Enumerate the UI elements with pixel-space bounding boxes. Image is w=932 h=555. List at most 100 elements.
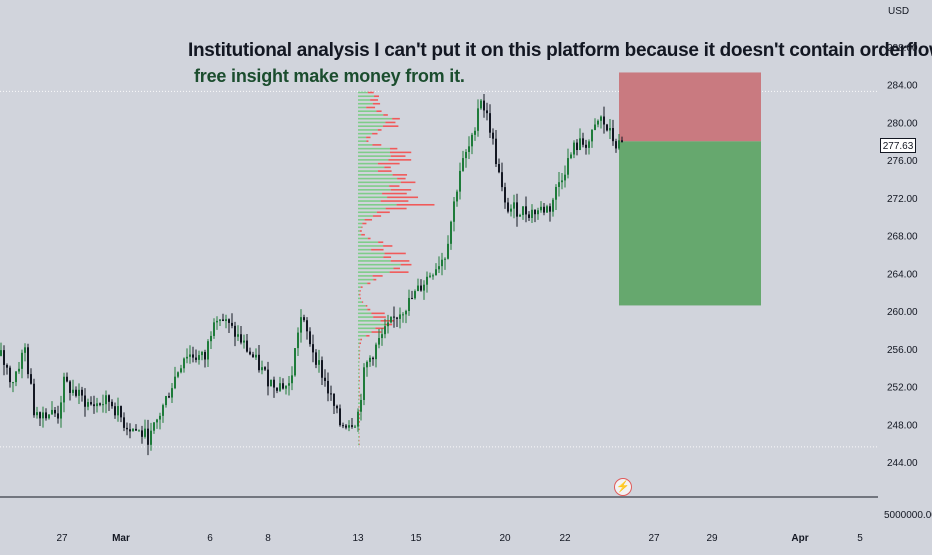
candle-body <box>18 369 20 372</box>
profile-bar-down <box>383 245 392 247</box>
annotation-line-1[interactable]: Institutional analysis I can't put it on… <box>188 40 932 62</box>
profile-bar-down <box>359 414 360 416</box>
candle-body <box>573 143 575 155</box>
profile-bar-down <box>360 339 362 341</box>
candle-body <box>402 314 404 315</box>
candle-body <box>360 400 362 412</box>
candle-body <box>339 408 341 425</box>
candle-body <box>615 141 617 148</box>
candle-body <box>153 422 155 430</box>
profile-bar-down <box>391 260 410 262</box>
profile-bar-up <box>358 253 385 255</box>
candle-body <box>159 416 161 420</box>
x-tick-9: 29 <box>706 533 718 544</box>
candle-body <box>183 358 185 368</box>
candle-body <box>60 402 62 418</box>
candle-body <box>42 412 44 418</box>
profile-bar-down <box>372 331 382 333</box>
profile-bar-up <box>358 245 383 247</box>
candle-body <box>108 395 110 402</box>
profile-bar-up <box>358 406 359 408</box>
candle-body <box>90 402 92 404</box>
profile-bar-down <box>359 421 360 423</box>
candle-body <box>168 396 170 397</box>
candle-body <box>597 121 599 125</box>
candle-body <box>21 353 23 369</box>
profile-bar-down <box>378 170 392 172</box>
candle-body <box>84 396 86 407</box>
candle-body <box>543 207 545 213</box>
candle-body <box>285 386 287 389</box>
annotation-line-2[interactable]: free insight make money from it. <box>194 66 465 87</box>
candle-body <box>258 355 260 370</box>
candle-body <box>378 338 380 345</box>
candle-body <box>333 394 335 406</box>
candle-body <box>537 210 539 214</box>
candle-body <box>87 402 89 407</box>
profile-bar-up <box>358 170 378 172</box>
profile-bar-down <box>366 107 375 109</box>
candle-body <box>12 382 14 383</box>
candle-body <box>399 314 401 318</box>
profile-bar-down <box>378 163 400 165</box>
candle-body <box>468 146 470 152</box>
profile-bar-down <box>360 350 361 352</box>
candle-body <box>279 383 281 391</box>
profile-bar-down <box>359 399 360 401</box>
profile-bar-down <box>370 99 378 101</box>
profile-bar-up <box>358 271 390 273</box>
candle-body <box>405 311 407 314</box>
profile-bar-up <box>358 133 372 135</box>
candle-body <box>198 355 200 360</box>
candle-body <box>63 377 65 403</box>
x-tick-11: 5 <box>857 533 863 544</box>
profile-bar-up <box>358 339 360 341</box>
profile-bar-up <box>358 387 359 389</box>
candle-body <box>375 345 377 360</box>
candle-body <box>498 164 500 172</box>
profile-bar-down <box>359 387 360 389</box>
candle-body <box>447 244 449 259</box>
profile-bar-up <box>358 204 397 206</box>
profile-bar-up <box>358 256 383 258</box>
candle-body <box>96 403 98 406</box>
profile-bar-up <box>358 264 401 266</box>
y-tick-5: 268.00 <box>887 232 918 243</box>
profile-bar-up <box>358 354 359 356</box>
lightning-icon[interactable]: ⚡ <box>614 478 632 496</box>
profile-bar-down <box>368 92 374 94</box>
profile-bar-down <box>385 122 395 124</box>
profile-bar-down <box>372 133 377 135</box>
candle-body <box>9 368 11 382</box>
candle-body <box>69 381 71 392</box>
profile-bar-down <box>359 395 360 397</box>
profile-bar-down <box>384 167 390 169</box>
price-axis: 288.00284.00280.00276.00272.00268.00264.… <box>0 43 918 497</box>
candle-body <box>342 425 344 426</box>
candle-body <box>276 388 278 391</box>
candle-body <box>186 357 188 359</box>
profile-bar-down <box>388 159 411 161</box>
profile-bar-up <box>358 279 373 281</box>
candle-body <box>441 260 443 266</box>
profile-bar-down <box>359 346 360 348</box>
profile-bar-down <box>378 129 382 131</box>
candle-body <box>240 334 242 342</box>
volume-scale-label: 5000000.00 <box>884 510 932 521</box>
candle-body <box>435 269 437 275</box>
profile-bar-up <box>358 193 382 195</box>
candle-body <box>423 285 425 291</box>
profile-bar-up <box>358 103 373 105</box>
profile-bar-up <box>358 342 359 344</box>
candle-body <box>54 410 56 413</box>
candle-body <box>417 286 419 292</box>
candle-body <box>195 358 197 360</box>
candle-body <box>24 347 26 352</box>
profile-bar-down <box>362 301 363 303</box>
profile-bar-up <box>358 331 372 333</box>
profile-bar-up <box>358 328 375 330</box>
candle-body <box>138 430 140 431</box>
profile-bar-down <box>367 309 370 311</box>
profile-bar-up <box>358 125 383 127</box>
